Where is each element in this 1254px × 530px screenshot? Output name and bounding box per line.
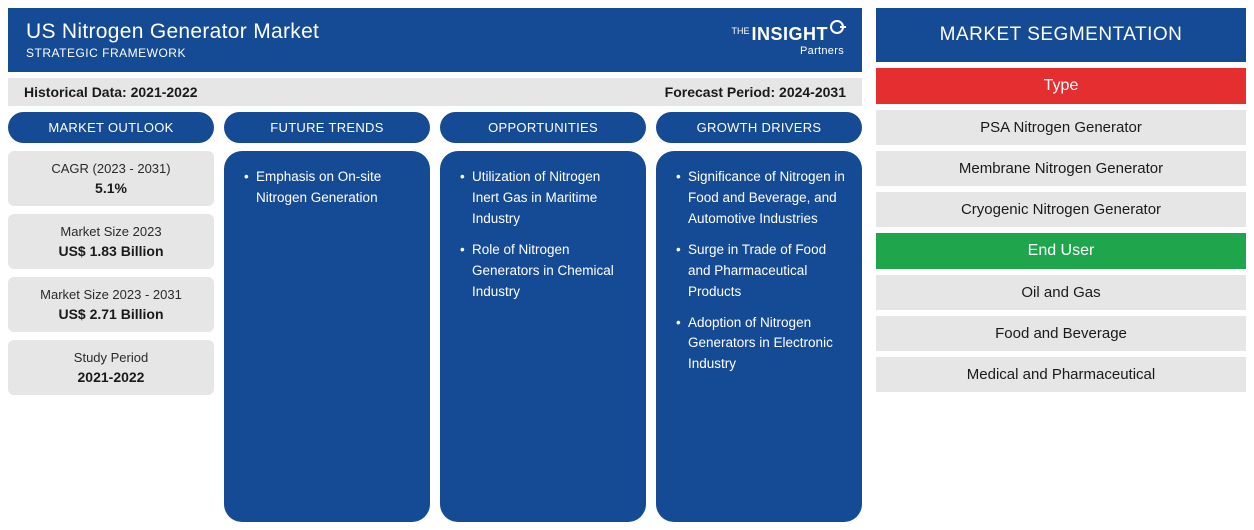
period-bar: Historical Data: 2021-2022 Forecast Peri… [8,78,862,106]
growth-drivers-card: Significance of Nitrogen in Food and Bev… [656,151,862,522]
content-columns: MARKET OUTLOOK CAGR (2023 - 2031) 5.1% M… [8,112,862,522]
header-left: US Nitrogen Generator Market STRATEGIC F… [26,20,319,60]
logo-sub: Partners [731,45,844,57]
col-opportunities: OPPORTUNITIES Utilization of Nitrogen In… [440,112,646,522]
segmentation-header: MARKET SEGMENTATION [876,8,1246,62]
logo-the: THE [731,26,749,36]
list-item: Surge in Trade of Food and Pharmaceutica… [676,240,846,303]
future-trends-card: Emphasis on On-site Nitrogen Generation [224,151,430,522]
opportunities-card: Utilization of Nitrogen Inert Gas in Mar… [440,151,646,522]
stat-label: Market Size 2023 [16,224,206,239]
page-title: US Nitrogen Generator Market [26,20,319,44]
historical-data: Historical Data: 2021-2022 [24,84,198,100]
market-outlook-header: MARKET OUTLOOK [8,112,214,143]
header-bar: US Nitrogen Generator Market STRATEGIC F… [8,8,862,72]
stat-study-period: Study Period 2021-2022 [8,340,214,395]
stat-value: US$ 1.83 Billion [16,243,206,259]
stat-value: 2021-2022 [16,369,206,385]
col-future-trends: FUTURE TRENDS Emphasis on On-site Nitrog… [224,112,430,522]
future-trends-header: FUTURE TRENDS [224,112,430,143]
logo-globe-icon [830,20,844,34]
seg-category-enduser: End User [876,233,1246,269]
seg-category-type: Type [876,68,1246,104]
stat-label: Market Size 2023 - 2031 [16,287,206,302]
stat-value: US$ 2.71 Billion [16,306,206,322]
right-panel: MARKET SEGMENTATION Type PSA Nitrogen Ge… [876,8,1246,522]
stat-cagr: CAGR (2023 - 2031) 5.1% [8,151,214,206]
seg-item: Oil and Gas [876,275,1246,310]
list-item: Adoption of Nitrogen Generators in Elect… [676,313,846,376]
opportunities-header: OPPORTUNITIES [440,112,646,143]
growth-drivers-header: GROWTH DRIVERS [656,112,862,143]
seg-item: Food and Beverage [876,316,1246,351]
list-item: Utilization of Nitrogen Inert Gas in Mar… [460,167,630,230]
page-subtitle: STRATEGIC FRAMEWORK [26,46,319,60]
brand-logo: THE INSIGHT Partners [731,24,844,57]
seg-item: Membrane Nitrogen Generator [876,151,1246,186]
seg-item: Cryogenic Nitrogen Generator [876,192,1246,227]
list-item: Emphasis on On-site Nitrogen Generation [244,167,414,209]
stat-label: CAGR (2023 - 2031) [16,161,206,176]
col-market-outlook: MARKET OUTLOOK CAGR (2023 - 2031) 5.1% M… [8,112,214,522]
seg-item: PSA Nitrogen Generator [876,110,1246,145]
list-item: Significance of Nitrogen in Food and Bev… [676,167,846,230]
logo-text: THE INSIGHT Partners [731,24,844,57]
forecast-period: Forecast Period: 2024-2031 [665,84,846,100]
stat-label: Study Period [16,350,206,365]
seg-item: Medical and Pharmaceutical [876,357,1246,392]
stat-size-2023: Market Size 2023 US$ 1.83 Billion [8,214,214,269]
logo-main: INSIGHT [751,24,828,45]
left-panel: US Nitrogen Generator Market STRATEGIC F… [8,8,862,522]
stat-value: 5.1% [16,180,206,196]
stat-size-2031: Market Size 2023 - 2031 US$ 2.71 Billion [8,277,214,332]
col-growth-drivers: GROWTH DRIVERS Significance of Nitrogen … [656,112,862,522]
list-item: Role of Nitrogen Generators in Chemical … [460,240,630,303]
